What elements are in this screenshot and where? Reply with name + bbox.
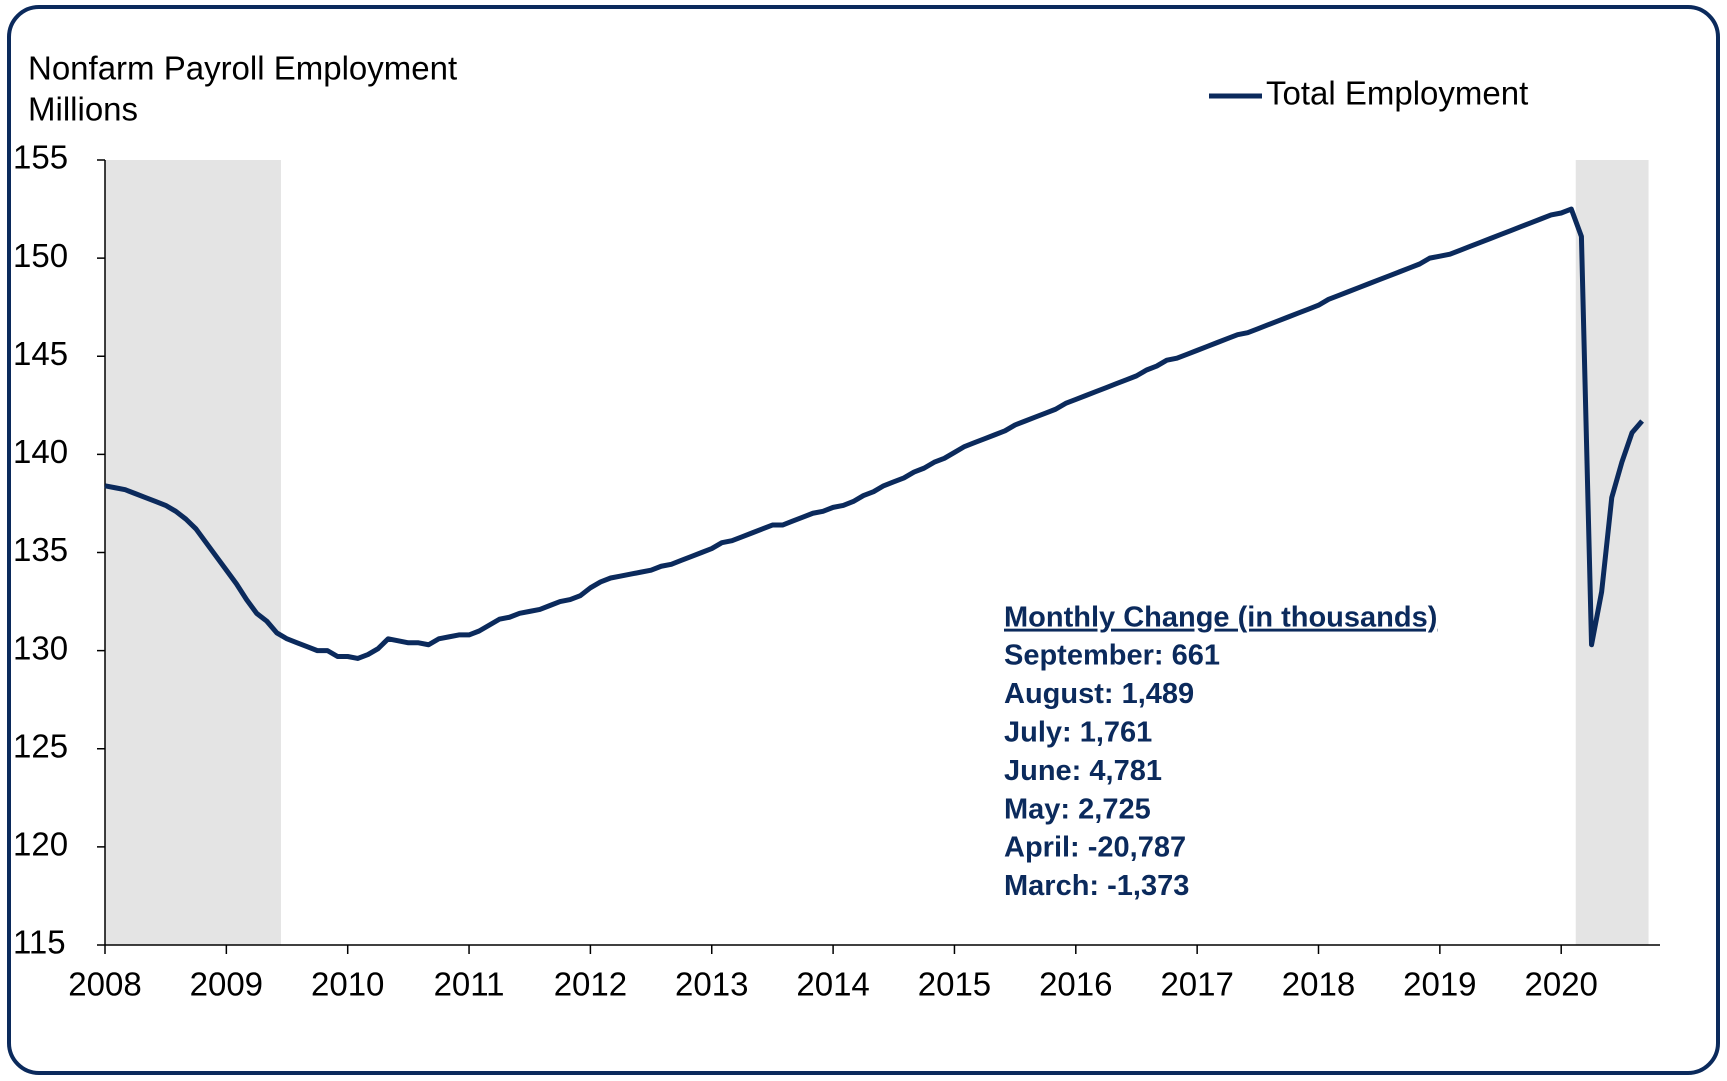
chart-title: Nonfarm Payroll Employment — [28, 50, 457, 87]
y-tick-label: 120 — [13, 826, 68, 863]
y-tick-label: 150 — [13, 237, 68, 274]
annotation-line: May: 2,725 — [1004, 793, 1151, 825]
frame — [7, 5, 1720, 1075]
y-tick-label: 135 — [13, 531, 68, 568]
annotation-title: Monthly Change (in thousands) — [1004, 602, 1437, 634]
y-tick-label: 130 — [13, 629, 68, 666]
legend-label: Total Employment — [1266, 75, 1528, 112]
x-tick-label: 2008 — [68, 966, 141, 1003]
y-axis-label: Millions — [28, 91, 138, 128]
x-tick-label: 2017 — [1160, 966, 1233, 1003]
x-tick-label: 2018 — [1282, 966, 1355, 1003]
recession-band — [1575, 160, 1649, 945]
y-tick-label: 145 — [13, 335, 68, 372]
y-tick-label: 155 — [13, 139, 68, 176]
x-tick-label: 2010 — [311, 966, 384, 1003]
x-tick-label: 2012 — [554, 966, 627, 1003]
series-line — [104, 206, 1644, 661]
x-tick-label: 2013 — [675, 966, 748, 1003]
x-tick-label: 2020 — [1524, 966, 1597, 1003]
annotation-line: March: -1,373 — [1004, 870, 1189, 902]
recession-band — [105, 160, 281, 945]
annotation-line: July: 1,761 — [1004, 716, 1152, 748]
y-tick-label: 140 — [13, 433, 68, 470]
annotation-line: August: 1,489 — [1004, 678, 1194, 710]
y-tick-label: 125 — [13, 727, 68, 764]
annotation-line: June: 4,781 — [1004, 755, 1162, 787]
x-tick-label: 2014 — [796, 966, 869, 1003]
x-tick-label: 2015 — [918, 966, 991, 1003]
annotation-line: September: 661 — [1004, 640, 1220, 672]
x-tick-label: 2016 — [1039, 966, 1112, 1003]
shading-layer — [105, 160, 1649, 945]
x-tick-label: 2011 — [434, 966, 505, 1003]
x-tick-label: 2009 — [190, 966, 263, 1003]
y-tick-label: 115 — [13, 924, 66, 961]
x-tick-label: 2019 — [1403, 966, 1476, 1003]
annotation-line: April: -20,787 — [1004, 832, 1186, 864]
